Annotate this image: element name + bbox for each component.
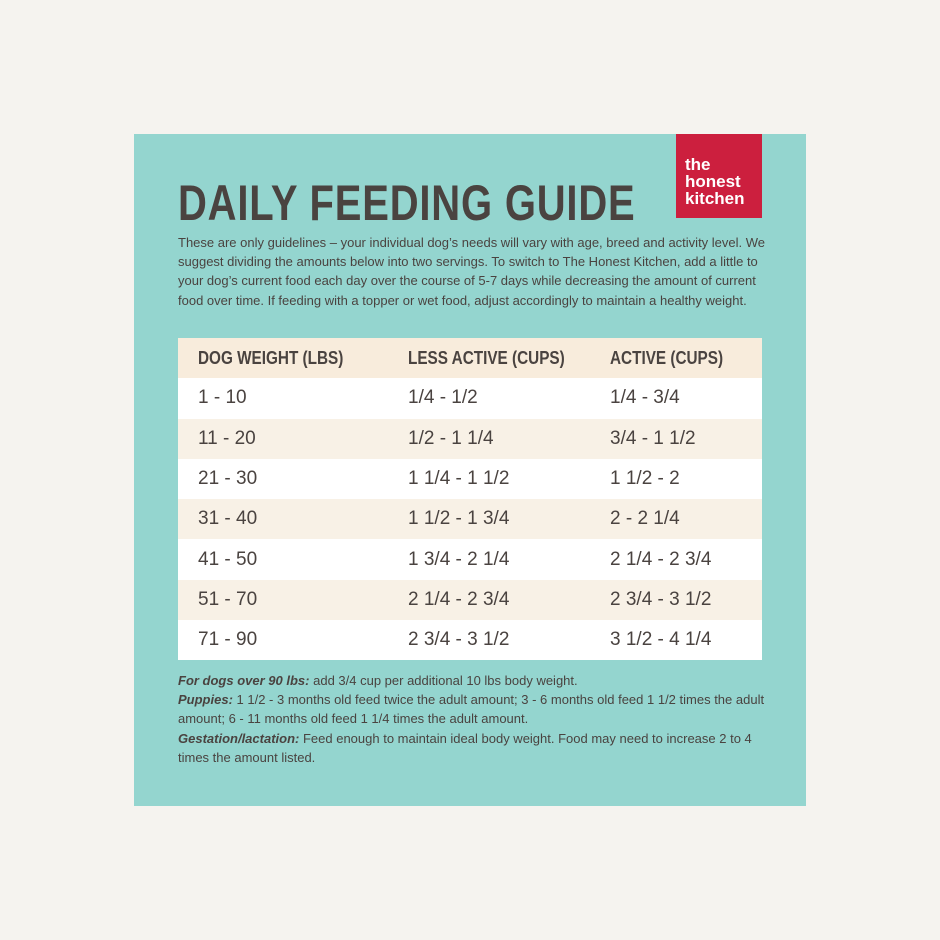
table-cell: 1 3/4 - 2 1/4 [408,548,510,570]
header-row: DOG WEIGHT (LBS) LESS ACTIVE (CUPS) ACTIVE… [178,338,762,379]
note-label: Gestation/lactation: [178,730,300,746]
table-cell: 2 3/4 - 3 1/2 [408,629,510,651]
table-cell: 51 - 70 [198,588,258,610]
table-cell: 2 1/4 - 2 3/4 [610,548,712,570]
table-cell: 3/4 - 1 1/2 [610,427,696,449]
note-label: Puppies: [178,692,233,708]
table-cell: 1 1/2 - 1 3/4 [408,508,510,530]
table-cell: 1 1/4 - 1 1/2 [408,468,510,490]
table-cell: 1 - 10 [198,387,247,409]
table-row: 51 - 70 2 1/4 - 2 3/4 2 3/4 - 3 1/2 [178,579,762,621]
table-cell: 1/4 - 1/2 [408,387,478,409]
table-cell: 2 3/4 - 3 1/2 [610,588,712,610]
feeding-card: the honest kitchen DAILY FEEDING GUIDE T… [134,134,806,806]
note-label: For dogs over 90 lbs: [178,673,310,688]
logo-line: kitchen [685,189,745,208]
note: Gestation/lactation: Feed enough to main… [178,729,768,767]
table-cell: 11 - 20 [198,427,256,449]
table-row: 71 - 90 2 3/4 - 3 1/2 3 1/2 - 4 1/4 [178,620,762,661]
table-row: 1 - 10 1/4 - 1/2 1/4 - 3/4 [178,378,762,419]
table-row: 41 - 50 1 3/4 - 2 1/4 2 1/4 - 2 3/4 [178,539,762,580]
note: Puppies: 1 1/2 - 3 months old feed twice… [178,690,768,728]
table-cell: 1/2 - 1 1/4 [408,427,494,449]
note-text: add 3/4 cup per additional 10 lbs body w… [313,673,578,688]
table-cell: 41 - 50 [198,548,258,570]
table-cell: 31 - 40 [198,508,258,530]
logo-line: honest [685,172,741,191]
table-cell: 1/4 - 3/4 [610,387,680,409]
table-cell: 3 1/2 - 4 1/4 [610,629,712,651]
table-row: 31 - 40 1 1/2 - 1 3/4 2 - 2 1/4 [178,499,762,540]
feeding-table: DOG WEIGHT (LBS) LESS ACTIVE (CUPS) ACTIVE… [178,338,762,661]
table-row: 21 - 30 1 1/4 - 1 1/2 1 1/2 - 2 [178,458,762,500]
logo-line: the [685,155,711,174]
note: For dogs over 90 lbs: add 3/4 cup per ad… [178,671,768,690]
header-cell: ACTIVE (CUPS) [610,347,724,368]
notes: For dogs over 90 lbs: add 3/4 cup per ad… [178,671,768,767]
title: DAILY FEEDING GUIDE [178,175,636,231]
header-cell: DOG WEIGHT (LBS) [198,347,344,368]
note-text: 1 1/2 - 3 months old feed twice the adul… [178,692,765,727]
logo: the honest kitchen [676,134,762,218]
table-cell: 1 1/2 - 2 [610,468,680,490]
table-cell: 2 - 2 1/4 [610,508,680,530]
table-cell: 71 - 90 [198,629,258,651]
table-row: 11 - 20 1/2 - 1 1/4 3/4 - 1 1/2 [178,418,762,459]
header-cell: LESS ACTIVE (CUPS) [408,347,565,368]
table-cell: 2 1/4 - 2 3/4 [408,588,510,610]
table-cell: 21 - 30 [198,468,258,490]
intro: These are only guidelines – your individ… [178,235,766,308]
note-text: Feed enough to maintain ideal body weigh… [178,730,752,765]
